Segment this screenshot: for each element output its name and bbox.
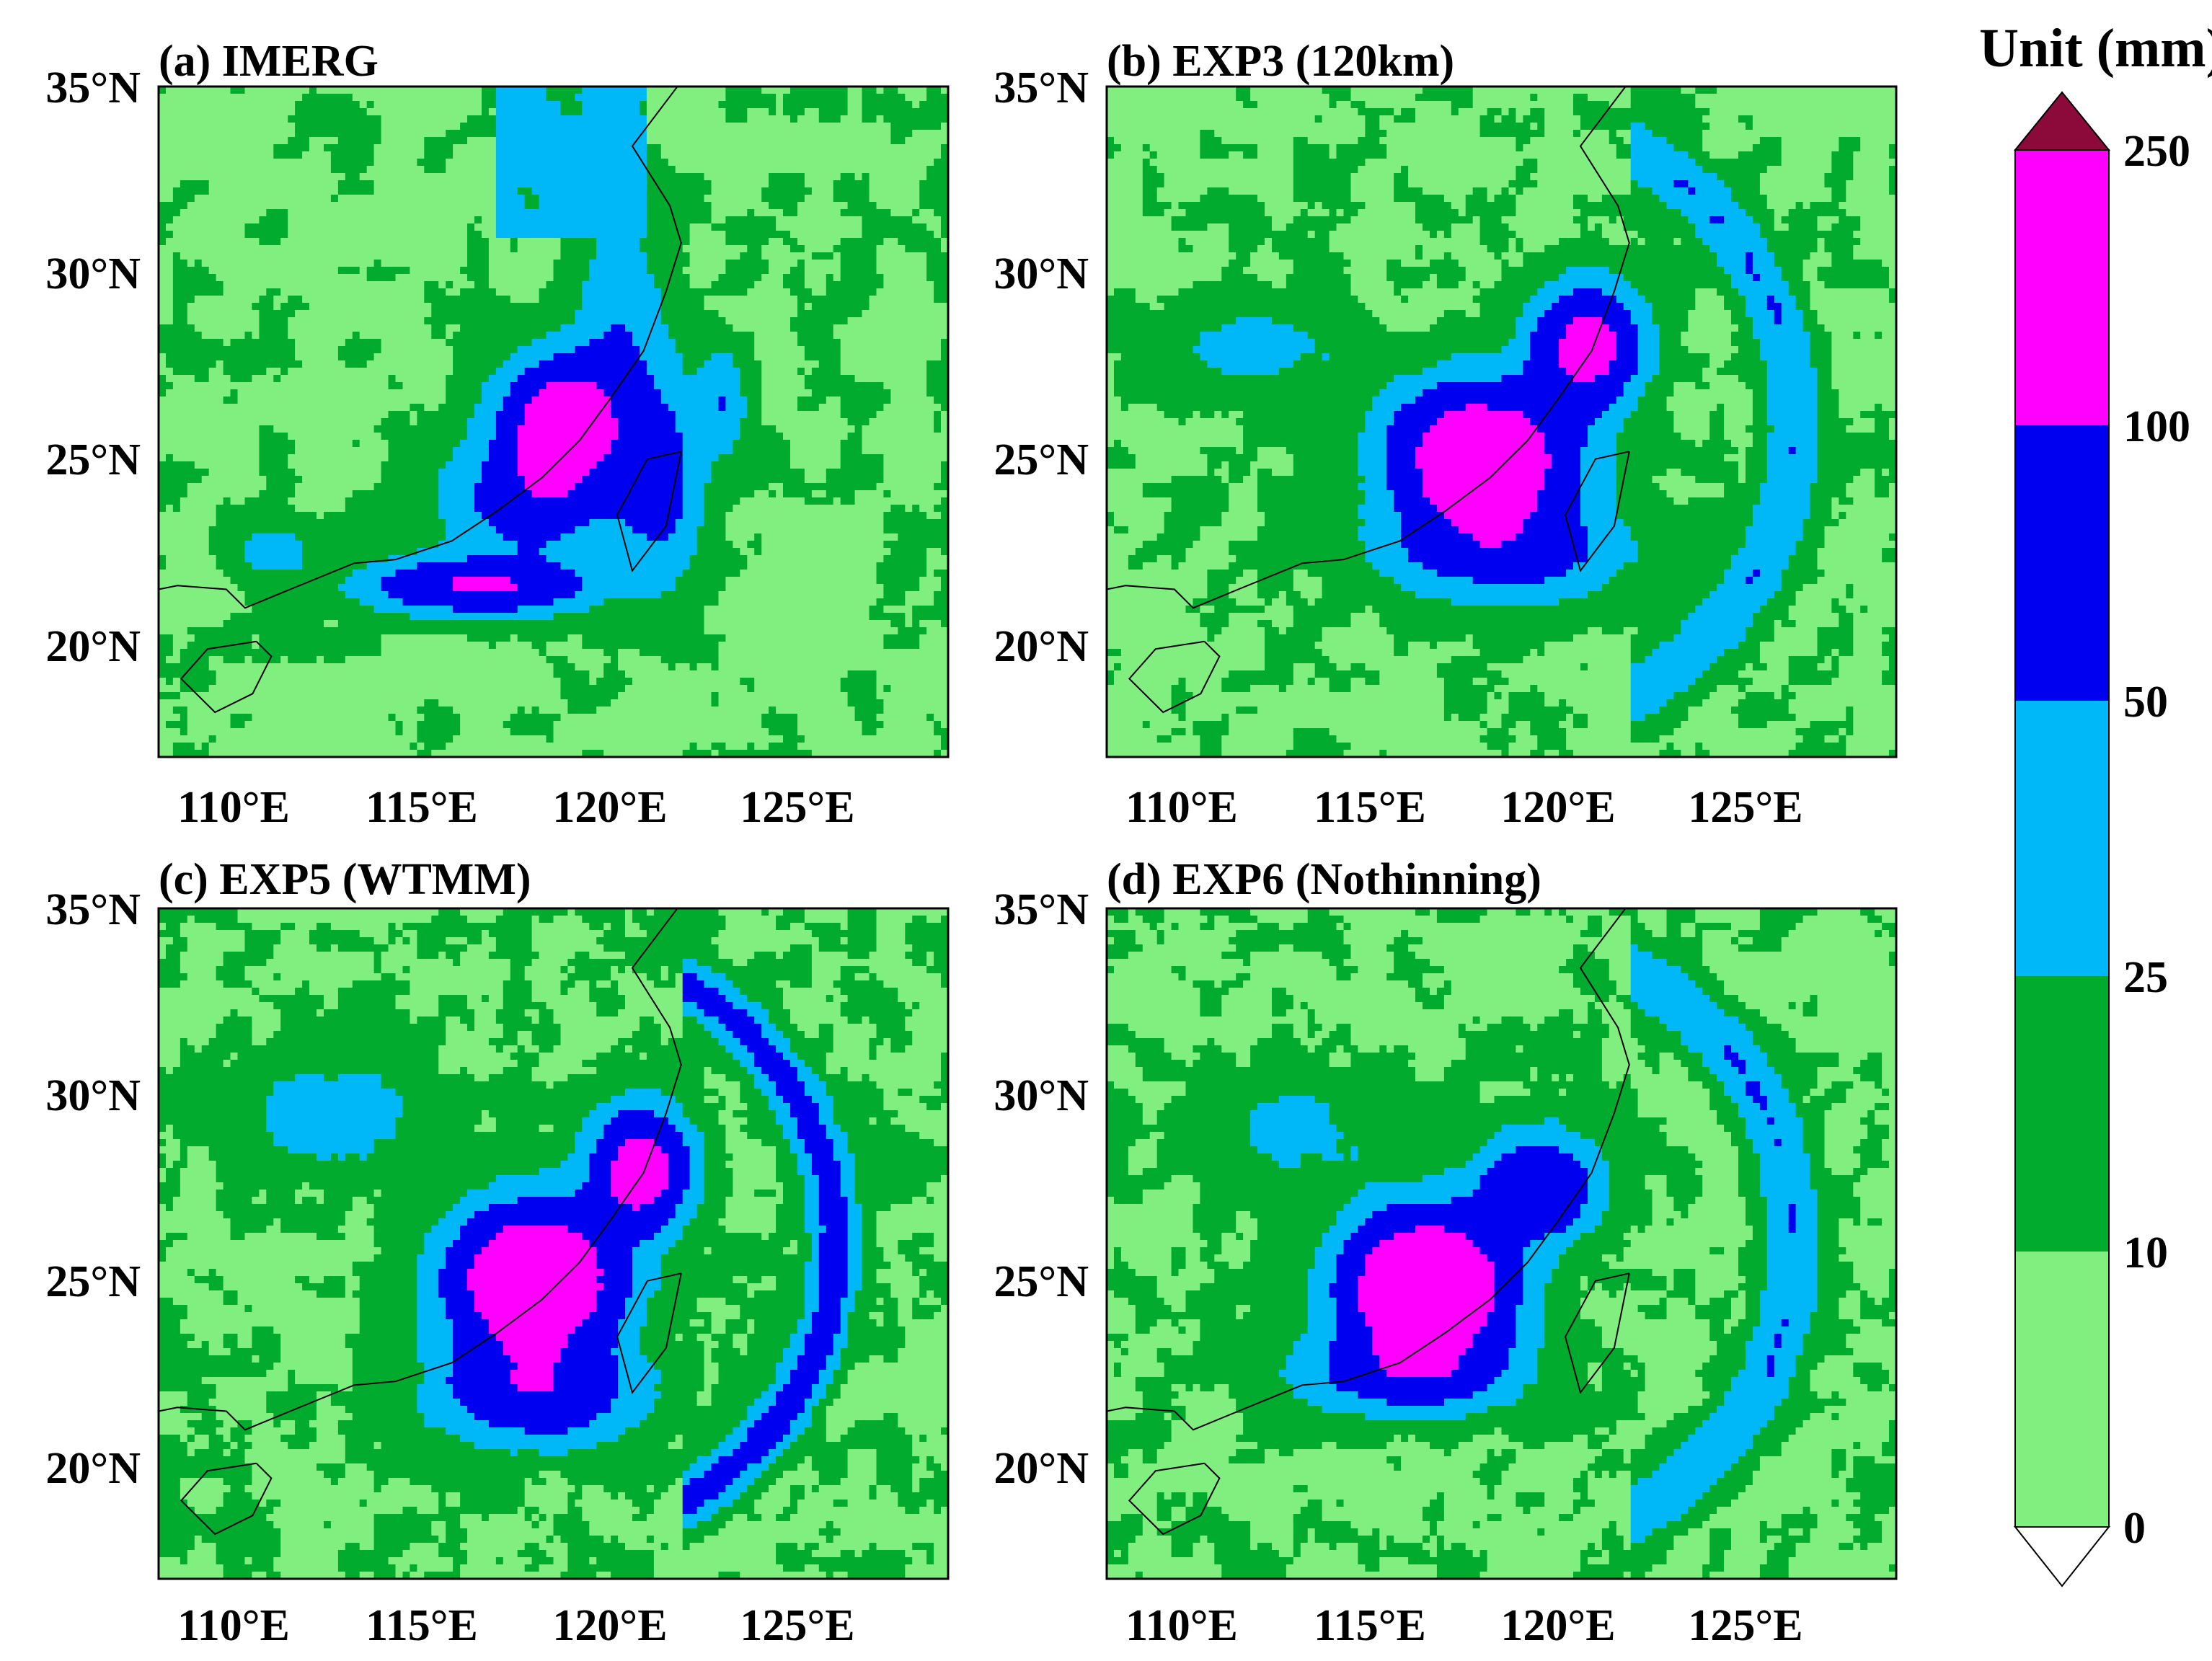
- colorbar: Unit (mm) 250 100 50 25 10 0: [1979, 18, 2212, 1586]
- y-tick-label: 25°N: [994, 435, 1089, 484]
- panel-a: (a) IMERG 35°N 30°N 25°N 20°N 110°E 115°…: [45, 37, 948, 832]
- colorbar-segment-25-50: [2015, 701, 2109, 976]
- colorbar-segment-0-10: [2015, 1252, 2109, 1527]
- y-tick-label: 30°N: [45, 1071, 141, 1120]
- y-tick-label: 25°N: [45, 1257, 141, 1306]
- x-tick-label: 125°E: [740, 783, 854, 832]
- y-tick-label: 35°N: [994, 63, 1089, 112]
- x-tick-label: 125°E: [740, 1601, 854, 1650]
- y-tick-label: 35°N: [45, 885, 141, 934]
- colorbar-title: Unit (mm): [1979, 18, 2212, 79]
- panel-c-title: (c) EXP5 (WTMM): [159, 855, 531, 904]
- panel-a-yticks: 35°N 30°N 25°N 20°N: [45, 63, 141, 671]
- x-tick-label: 110°E: [1125, 1601, 1238, 1650]
- panel-d-xticks: 110°E 115°E 120°E 125°E: [1125, 1601, 1802, 1650]
- y-tick-label: 30°N: [45, 249, 141, 298]
- colorbar-segment-10-25: [2015, 976, 2109, 1252]
- colorbar-segment-50-100: [2015, 425, 2109, 701]
- y-tick-label: 30°N: [994, 1071, 1089, 1120]
- panel-c-xticks: 110°E 115°E 120°E 125°E: [177, 1601, 854, 1650]
- precip-field-exp5: [159, 908, 949, 1580]
- x-tick-label: 115°E: [366, 1601, 478, 1650]
- panel-d-yticks: 35°N 30°N 25°N 20°N: [994, 885, 1089, 1493]
- x-tick-label: 110°E: [1125, 783, 1238, 832]
- panel-b: (b) EXP3 (120km) 35°N 30°N 25°N 20°N 110…: [994, 37, 1896, 832]
- y-tick-label: 20°N: [994, 1444, 1089, 1493]
- panel-b-title: (b) EXP3 (120km): [1107, 37, 1454, 86]
- x-tick-label: 110°E: [177, 1601, 290, 1650]
- y-tick-label: 25°N: [994, 1257, 1089, 1306]
- colorbar-tick-label: 50: [2123, 678, 2168, 727]
- panel-b-map: [1107, 87, 1897, 758]
- colorbar-under-triangle: [2015, 1527, 2109, 1586]
- x-tick-label: 120°E: [1500, 783, 1615, 832]
- y-tick-label: 20°N: [994, 622, 1089, 671]
- colorbar-tick-label: 250: [2123, 127, 2190, 176]
- panel-d: (d) EXP6 (Nothinning) 35°N 30°N 25°N 20°…: [994, 855, 1896, 1650]
- x-tick-label: 125°E: [1688, 1601, 1802, 1650]
- x-tick-label: 125°E: [1688, 783, 1802, 832]
- x-tick-label: 120°E: [552, 1601, 667, 1650]
- colorbar-tick-label: 25: [2123, 953, 2168, 1002]
- x-tick-label: 115°E: [1314, 1601, 1426, 1650]
- panel-a-map: [159, 87, 949, 758]
- y-tick-label: 35°N: [45, 63, 141, 112]
- panel-c-map: [159, 908, 949, 1580]
- y-tick-label: 25°N: [45, 435, 141, 484]
- x-tick-label: 120°E: [1500, 1601, 1615, 1650]
- panel-c: (c) EXP5 (WTMM) 35°N 30°N 25°N 20°N 110°…: [45, 855, 948, 1650]
- x-tick-label: 115°E: [1314, 783, 1426, 832]
- panel-d-map: [1107, 908, 1897, 1580]
- y-tick-label: 20°N: [45, 1444, 141, 1493]
- colorbar-tick-label: 10: [2123, 1228, 2168, 1277]
- y-tick-label: 30°N: [994, 249, 1089, 298]
- precip-field-exp3: [1107, 87, 1897, 758]
- panel-b-xticks: 110°E 115°E 120°E 125°E: [1125, 783, 1802, 832]
- y-tick-label: 35°N: [994, 885, 1089, 934]
- y-tick-label: 20°N: [45, 622, 141, 671]
- precip-field-imerg: [159, 87, 949, 758]
- panel-a-xticks: 110°E 115°E 120°E 125°E: [177, 783, 854, 832]
- x-tick-label: 110°E: [177, 783, 290, 832]
- panel-d-title: (d) EXP6 (Nothinning): [1107, 855, 1541, 904]
- x-tick-label: 120°E: [552, 783, 667, 832]
- panel-b-yticks: 35°N 30°N 25°N 20°N: [994, 63, 1089, 671]
- colorbar-tick-label: 0: [2123, 1504, 2146, 1553]
- precip-field-exp6: [1107, 908, 1897, 1580]
- colorbar-over-triangle: [2015, 92, 2109, 150]
- colorbar-tick-label: 100: [2123, 402, 2190, 451]
- panel-c-yticks: 35°N 30°N 25°N 20°N: [45, 885, 141, 1493]
- panel-a-title: (a) IMERG: [159, 37, 379, 86]
- colorbar-segment-100-250: [2015, 150, 2109, 425]
- x-tick-label: 115°E: [366, 783, 478, 832]
